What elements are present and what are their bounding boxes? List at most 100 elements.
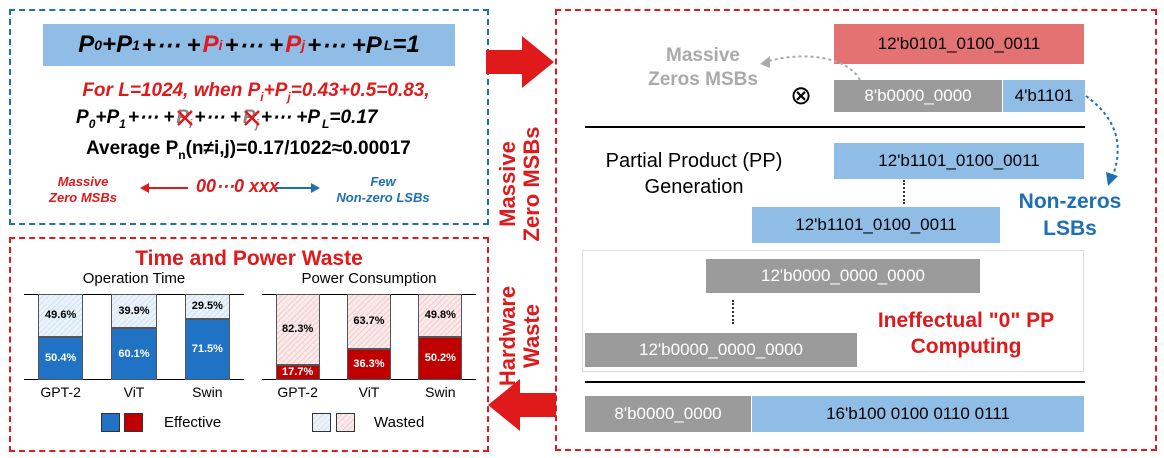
- formula-p1: +P: [102, 31, 133, 58]
- power-consumption-bar-effective: 17.7%: [275, 364, 320, 380]
- crossed-pj: Pj: [243, 107, 260, 131]
- mz-line-1: Massive: [666, 45, 740, 66]
- pp-row-1: 12'b1101_0100_0011: [834, 143, 1084, 179]
- operation-time-bar-wasted: 29.5%: [184, 294, 231, 319]
- formula-dots-2: +⋯ +: [224, 31, 284, 59]
- waste-panel: [9, 237, 489, 452]
- cond-sub-j: j: [287, 89, 291, 104]
- cross-mark-icon: [243, 110, 260, 126]
- massive-zeros-msbs-label: Massive Zeros MSBs: [628, 44, 778, 92]
- chart-title-power-consumption: Power Consumption: [301, 270, 437, 287]
- cond-c: =0.43+0.5=0.83,: [290, 80, 430, 101]
- operation-time-tick-label: Swin: [192, 384, 223, 400]
- arrow-left-icon: [488, 379, 556, 431]
- remaining-sum-line: P0+P1+⋯ +Pi+⋯ +Pj+⋯ +PL=0.17: [76, 106, 446, 131]
- few-label-1: Few: [370, 174, 396, 189]
- cond-a: For L=1024, when P: [82, 80, 261, 101]
- rs-e: +⋯ +P: [260, 107, 321, 128]
- hardware-panel: [555, 9, 1157, 451]
- avg-n: n: [178, 147, 186, 162]
- vertical-label-zero-msbs: Zero MSBs: [519, 126, 544, 242]
- legend-effective-label: Effective: [164, 414, 222, 431]
- power-consumption-tick-label: ViT: [358, 384, 380, 400]
- operation-time-bar-effective: 50.4%: [37, 336, 84, 380]
- bits-value: 00⋯0 xxx: [196, 176, 280, 196]
- formula-p0: P: [78, 31, 95, 58]
- power-consumption-tick-label: GPT-2: [277, 384, 318, 400]
- power-consumption-bar-wasted: 49.8%: [418, 294, 463, 337]
- nonzero-lsbs-label: Non-zeros LSBs: [1000, 188, 1140, 242]
- operand-a: 12'b0101_0100_0011: [834, 24, 1084, 64]
- vertical-label-massive: Massive: [495, 141, 520, 227]
- legend-wasted-blue: [312, 413, 331, 432]
- zero-pp-row-2: 12'b0000_0000_0000: [585, 333, 857, 367]
- ineff-line-2: Computing: [910, 335, 1022, 358]
- operand-b-lsb: 4'b1101: [1003, 80, 1085, 112]
- sub-i: i: [218, 37, 223, 53]
- nz-line-1: Non-zeros: [1018, 190, 1122, 213]
- formula-dots-3: +⋯ +P: [307, 31, 382, 59]
- massive-zero-msbs-label: Massive Zero MSBs: [28, 174, 138, 206]
- pp-title-2: Generation: [644, 176, 744, 198]
- curved-arrow-gray-icon: [760, 55, 861, 81]
- rs-b: +P: [95, 107, 120, 128]
- massive-zero-msbs-vertical: Massive Zero MSBs: [495, 104, 544, 264]
- operation-time-bar-effective: 60.1%: [111, 328, 157, 380]
- zero-pp-dots: [732, 300, 734, 324]
- chart-title-operation-time: Operation Time: [82, 270, 186, 287]
- ineffectual-label: Ineffectual "0" PP Computing: [856, 308, 1076, 360]
- cross-mark-icon: [177, 110, 194, 126]
- zero-pp-row-1: 12'b0000_0000_0000: [706, 259, 980, 293]
- curved-arrow-blue-icon: [1085, 95, 1119, 186]
- mz-line-2: Zeros MSBs: [648, 69, 758, 90]
- divider-2: [585, 381, 1085, 383]
- rs-d: +⋯ +: [194, 107, 241, 128]
- power-consumption-bar-effective: 36.3%: [346, 348, 392, 380]
- rs-a0: 0: [88, 116, 96, 131]
- sub-1: 1: [132, 37, 140, 53]
- formula-pj: P: [285, 31, 302, 58]
- rs-c: +⋯ +: [127, 107, 175, 128]
- operation-time-bar-wasted: 49.6%: [37, 294, 84, 337]
- pp-title-1: Partial Product (PP): [605, 150, 783, 172]
- cond-b: +P: [263, 80, 288, 101]
- right-arrow-icon: [276, 183, 320, 193]
- result-lsb: 16'b100 0100 0110 0111: [752, 396, 1084, 432]
- pp-dots-1: [903, 180, 905, 204]
- avg-a: Average P: [86, 138, 179, 159]
- operation-time-tick-label: GPT-2: [40, 384, 81, 400]
- operand-b-msb: 8'b0000_0000: [834, 80, 1002, 112]
- legend-wasted-label: Wasted: [374, 414, 425, 431]
- rs-a: P: [76, 107, 89, 128]
- left-arrow-icon: [140, 183, 188, 193]
- legend-wasted-red: [336, 413, 355, 432]
- formula-dots-1: +⋯ +: [141, 31, 201, 59]
- waste-title: Time and Power Waste: [135, 247, 363, 270]
- nz-line-2: LSBs: [1043, 217, 1097, 240]
- multiply-icon: ⊗: [790, 80, 812, 110]
- crossed-pi: Pi: [176, 107, 194, 131]
- zero-pp-box: [582, 250, 1084, 372]
- few-nonzero-lsbs-label: Few Non-zero LSBs: [318, 174, 448, 206]
- operation-time-tick-label: ViT: [123, 384, 145, 400]
- arrow-right-icon: [486, 36, 554, 88]
- legend-effective-red: [124, 413, 143, 432]
- power-consumption-bar-wasted: 63.7%: [346, 294, 392, 349]
- sub-l: L: [383, 37, 393, 53]
- operation-time-bar-effective: 71.5%: [184, 318, 231, 380]
- formula-eq: =1: [392, 31, 420, 58]
- massive-label-2: Zero MSBs: [49, 190, 117, 205]
- average-line: Average Pn(n≠i,j)=0.17/1022≈0.00017: [86, 138, 466, 162]
- pp-row-2: 12'b1101_0100_0011: [752, 207, 1000, 243]
- power-consumption-bar-effective: 50.2%: [418, 336, 463, 380]
- divider-1: [585, 126, 1085, 128]
- legend-effective-blue: [101, 413, 120, 432]
- result-msb: 8'b0000_0000: [585, 396, 751, 432]
- operation-time-bar-wasted: 39.9%: [111, 294, 157, 329]
- power-consumption-chart: Power Consumption 82.3% 17.7% GPT-2 63.7% 36…: [262, 270, 476, 420]
- ineff-line-1: Ineffectual "0" PP: [877, 309, 1055, 332]
- rs-f: =0.17: [329, 107, 378, 128]
- avg-b: (n≠i,j)=0.17/1022≈0.00017: [185, 138, 411, 159]
- rs-el: L: [322, 116, 330, 131]
